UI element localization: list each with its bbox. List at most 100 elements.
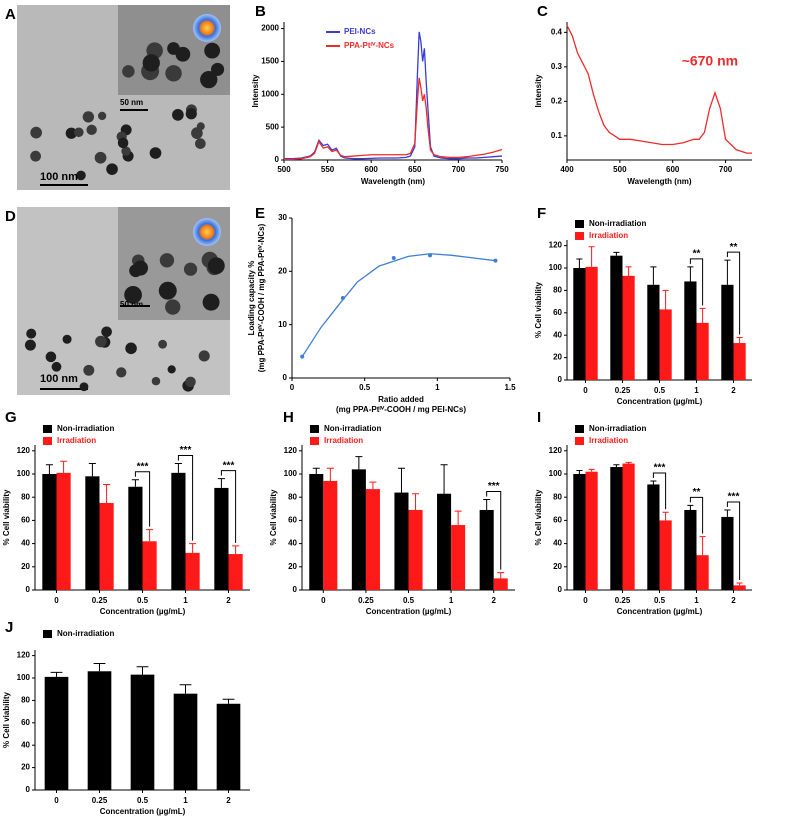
y-tick-label: 0.3 [551, 62, 563, 71]
y-tick-label: 20 [21, 562, 30, 571]
bar [573, 268, 586, 380]
error-bar [397, 467, 405, 493]
inset-scale-label: 50 nm [120, 300, 143, 309]
error-bar [179, 684, 192, 694]
bar [659, 520, 672, 590]
x-tick-label: 700 [719, 165, 733, 174]
error-bar [355, 456, 363, 470]
legend-swatch [43, 425, 52, 433]
significance-bracket [134, 471, 151, 527]
y-tick-label: 100 [549, 469, 563, 478]
x-tick-label: 0.5 [403, 596, 415, 605]
tem-image: 50 nm 100 nm [17, 207, 230, 395]
y-tick-label: 120 [17, 446, 31, 455]
y-tick-label: 0 [26, 785, 31, 794]
error-bar [136, 666, 149, 675]
particle [65, 127, 77, 139]
error-bar [412, 493, 420, 510]
y-tick-label: 40 [21, 539, 30, 548]
x-tick-label: 0.5 [137, 796, 149, 805]
y-tick-label: 60 [288, 516, 297, 525]
particle [167, 365, 176, 374]
bar [451, 525, 466, 590]
legend-label: Non-irradiation [324, 424, 381, 433]
y-tick-label: 0 [293, 585, 298, 594]
error-bar [687, 266, 694, 282]
series-line [566, 25, 752, 154]
y-axis-title: Intensity [251, 74, 260, 107]
point [428, 253, 433, 258]
x-tick-label: 2 [731, 596, 736, 605]
error-bar [222, 698, 235, 704]
y-tick-label: 80 [21, 696, 30, 705]
x-tick-label: 1.5 [504, 383, 516, 392]
particle [101, 326, 112, 338]
particle [24, 339, 36, 351]
particle [86, 124, 97, 136]
bar [214, 487, 229, 590]
error-bar [625, 266, 632, 276]
significance-label: *** [180, 445, 192, 456]
x-tick-label: 2 [226, 596, 231, 605]
series-line [284, 77, 503, 160]
particle [73, 127, 84, 138]
error-bar [45, 464, 53, 474]
legend-swatch [43, 630, 52, 638]
y-axis-title: % Cell viability [534, 489, 543, 546]
significance-bracket [220, 470, 237, 543]
significance-label: *** [137, 461, 149, 472]
x-axis-title: Concentration (µg/mL) [100, 807, 186, 816]
legend-label: Irradiation [324, 436, 363, 445]
bar [659, 309, 672, 380]
significance-label: ** [730, 242, 738, 253]
significance-label: ** [693, 487, 701, 498]
error-bar [60, 460, 68, 473]
particle [129, 264, 143, 278]
bar [721, 284, 734, 380]
panel-label: C [537, 3, 548, 20]
panel-label: D [5, 208, 16, 225]
x-axis-title: Wavelength (nm) [361, 177, 425, 186]
significance-bracket [652, 472, 667, 510]
particle [200, 70, 218, 89]
bar [622, 275, 635, 380]
particle [198, 350, 210, 362]
error-bar [454, 510, 462, 526]
particle [185, 376, 196, 388]
particle [62, 334, 72, 344]
bar [228, 554, 243, 590]
bar [721, 516, 734, 590]
bar [142, 541, 157, 590]
y-tick-label: 0.4 [551, 27, 563, 36]
significance-label: *** [654, 463, 666, 474]
significance-bracket [689, 258, 704, 306]
x-tick-label: 1 [449, 596, 454, 605]
x-tick-label: 1 [694, 596, 699, 605]
error-bar [724, 509, 731, 517]
x-tick-label: 600 [666, 165, 680, 174]
series-line [284, 31, 503, 160]
legend-swatch [310, 437, 319, 445]
y-tick-label: 120 [284, 446, 298, 455]
panel-label: E [255, 205, 265, 222]
bar [493, 578, 508, 590]
point [300, 354, 305, 359]
y-tick-label: 120 [549, 241, 563, 250]
x-tick-label: 500 [613, 165, 627, 174]
x-tick-label: 0.5 [137, 596, 149, 605]
legend-swatch [575, 425, 584, 433]
y-tick-label: 500 [266, 122, 280, 131]
point [391, 256, 396, 260]
scale-label: 100 nm [40, 373, 78, 385]
bar [309, 474, 324, 590]
bar [56, 472, 71, 590]
y-tick-label: 100 [549, 263, 563, 272]
bar [85, 476, 100, 590]
y-tick-label: 0.2 [551, 96, 563, 105]
y-tick-label: 30 [278, 213, 287, 222]
legend-label: PEI-NCs [344, 27, 376, 36]
significance-bracket [689, 496, 704, 534]
error-bar [588, 246, 595, 267]
y-tick-label: 1000 [261, 89, 279, 98]
